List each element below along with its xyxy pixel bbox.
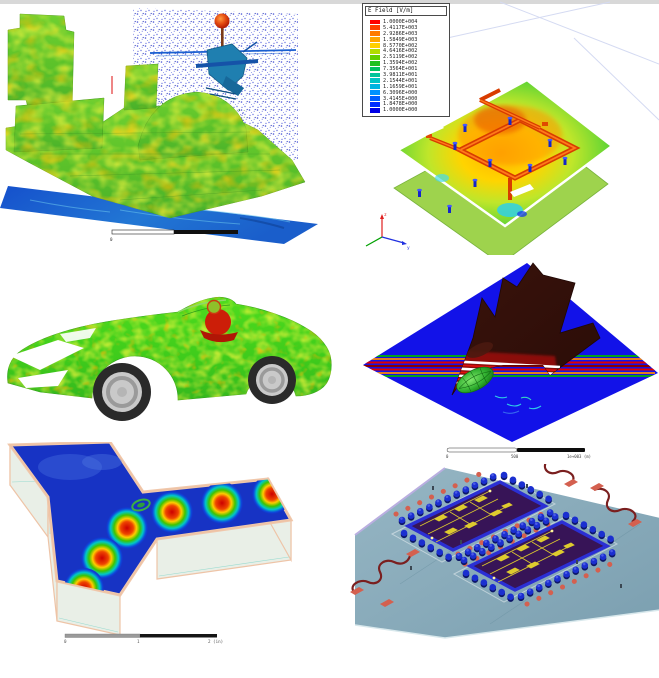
- legend-value: 1.5849E+003: [383, 36, 418, 43]
- pcb-top-layer: [395, 78, 615, 228]
- front-wheel: [93, 363, 151, 421]
- die-2: [466, 520, 611, 592]
- legend-row: 2.1544E+001: [365, 78, 447, 84]
- panel-waveguide: 0 1 2 (in): [0, 442, 330, 648]
- legend-value: 3.4145E+000: [383, 95, 418, 102]
- legend-color-swatch: [370, 25, 380, 31]
- ship-scale-label-0: 0: [110, 237, 113, 242]
- car-illustration: [7, 296, 332, 421]
- legend-color-swatch: [370, 72, 380, 78]
- ship-hull: [5, 13, 306, 219]
- legend-value: 7.3564E+001: [383, 66, 418, 73]
- legend-row: 6.3096E+000: [365, 90, 447, 96]
- field-legend-rows: 1.0000E+004 5.4117E+003 2.9286E+003 1.5849E…: [365, 19, 447, 113]
- legend-row: 1.0000E+000: [365, 107, 447, 113]
- legend-color-swatch: [370, 78, 380, 84]
- waveguide-scale-label-max: 2 (in): [208, 639, 223, 644]
- legend-value: 3.9811E+001: [383, 71, 418, 78]
- legend-row: 1.0000E+004: [365, 19, 447, 25]
- legend-row: 8.5770E+002: [365, 43, 447, 49]
- legend-value: 1.1659E+001: [383, 83, 418, 90]
- bond-pads: [398, 471, 617, 603]
- legend-row: 4.6416E+002: [365, 48, 447, 54]
- scatter-wake: [494, 395, 542, 414]
- red-pads: [350, 479, 642, 607]
- legend-color-swatch: [370, 66, 380, 72]
- jet-scale-label-0: 0: [446, 454, 449, 459]
- airbox-wireframe: [419, 1, 659, 121]
- jet-illustration: 0 500 1e+003 (m): [363, 262, 658, 459]
- waveguide-field-surface: [7, 442, 294, 597]
- legend-color-swatch: [370, 54, 380, 60]
- panel-pcb-field: z y: [360, 0, 659, 255]
- legend-value: 4.6416E+002: [383, 48, 418, 55]
- legend-row: 1.5849E+003: [365, 37, 447, 43]
- jet-scale-label-mid: 500: [511, 454, 519, 459]
- legend-color-swatch: [370, 49, 380, 54]
- routing-traces: [351, 464, 637, 595]
- jet-scale-label-max: 1e+003 (m): [567, 454, 591, 459]
- axis-label-z: z: [384, 213, 387, 218]
- legend-value: 1.0000E+004: [383, 18, 418, 25]
- ic-package-illustration: [350, 464, 659, 639]
- pcb-traces: [429, 88, 581, 200]
- helicopter: [149, 13, 297, 100]
- waveguide-scale-label-mid: 1: [137, 639, 140, 644]
- legend-row: 1.8478E+000: [365, 101, 447, 107]
- waveguide-illustration: 0 1 2 (in): [7, 442, 294, 644]
- legend-color-swatch: [370, 19, 380, 25]
- antenna-pod: [456, 366, 494, 394]
- legend-color-swatch: [370, 84, 380, 90]
- legend-value: 8.5770E+002: [383, 42, 418, 49]
- panel-ic-package: [340, 464, 659, 678]
- legend-row: 1.3594E+002: [365, 60, 447, 66]
- axis-label-y: y: [407, 246, 410, 251]
- die-1: [404, 480, 549, 552]
- legend-value: 1.8478E+000: [383, 101, 418, 108]
- legend-row: 3.9811E+001: [365, 72, 447, 78]
- via: [417, 188, 452, 213]
- helicopter-body: [206, 43, 248, 91]
- pcb-vias: [452, 116, 568, 187]
- ship-scale-bar: 0: [110, 229, 238, 242]
- legend-value: 2.5119E+002: [383, 54, 418, 61]
- legend-color-swatch: [370, 107, 380, 113]
- ship-helicopter-illustration: 0: [0, 8, 318, 244]
- legend-color-swatch: [370, 60, 380, 66]
- legend-value: 2.1544E+001: [383, 77, 418, 84]
- panel-jet: 0 500 1e+003 (m): [345, 258, 659, 470]
- rotor-hub: [214, 13, 230, 29]
- pcb-illustration: z y: [365, 1, 659, 255]
- legend-value: 1.3594E+002: [383, 60, 418, 67]
- top-border-strip: [0, 0, 659, 4]
- driver: [200, 299, 238, 343]
- field-legend: E Field [V/m] 1.0000E+004 5.4117E+003 2.92…: [362, 3, 450, 118]
- legend-row: 2.9286E+003: [365, 31, 447, 37]
- legend-color-swatch: [370, 96, 380, 101]
- legend-color-swatch: [370, 102, 380, 107]
- waveguide-scale-label-0: 0: [64, 639, 67, 644]
- panel-ship-helicopter: 0: [0, 4, 360, 250]
- pins: [410, 484, 622, 588]
- legend-row: 2.5119E+002: [365, 54, 447, 60]
- legend-value: 1.0000E+000: [383, 107, 418, 114]
- legend-row: 7.3564E+001: [365, 66, 447, 72]
- legend-row: 3.4145E+000: [365, 96, 447, 102]
- legend-row: 5.4117E+003: [365, 25, 447, 31]
- legend-color-swatch: [370, 43, 380, 48]
- legend-color-swatch: [370, 37, 380, 43]
- jet-scale-bar: 0 500 1e+003 (m): [446, 447, 591, 459]
- legend-value: 5.4117E+003: [383, 24, 418, 31]
- legend-row: 1.1659E+001: [365, 84, 447, 90]
- field-legend-title: E Field [V/m]: [365, 6, 447, 16]
- legend-color-swatch: [370, 90, 380, 96]
- axis-triad-icon: z y: [365, 213, 410, 251]
- waveguide-scale-bar: 0 1 2 (in): [64, 633, 223, 644]
- legend-color-swatch: [370, 31, 380, 37]
- rear-wheel: [248, 356, 296, 404]
- legend-value: 6.3096E+000: [383, 89, 418, 96]
- panel-car: [0, 278, 345, 458]
- legend-value: 2.9286E+003: [383, 30, 418, 37]
